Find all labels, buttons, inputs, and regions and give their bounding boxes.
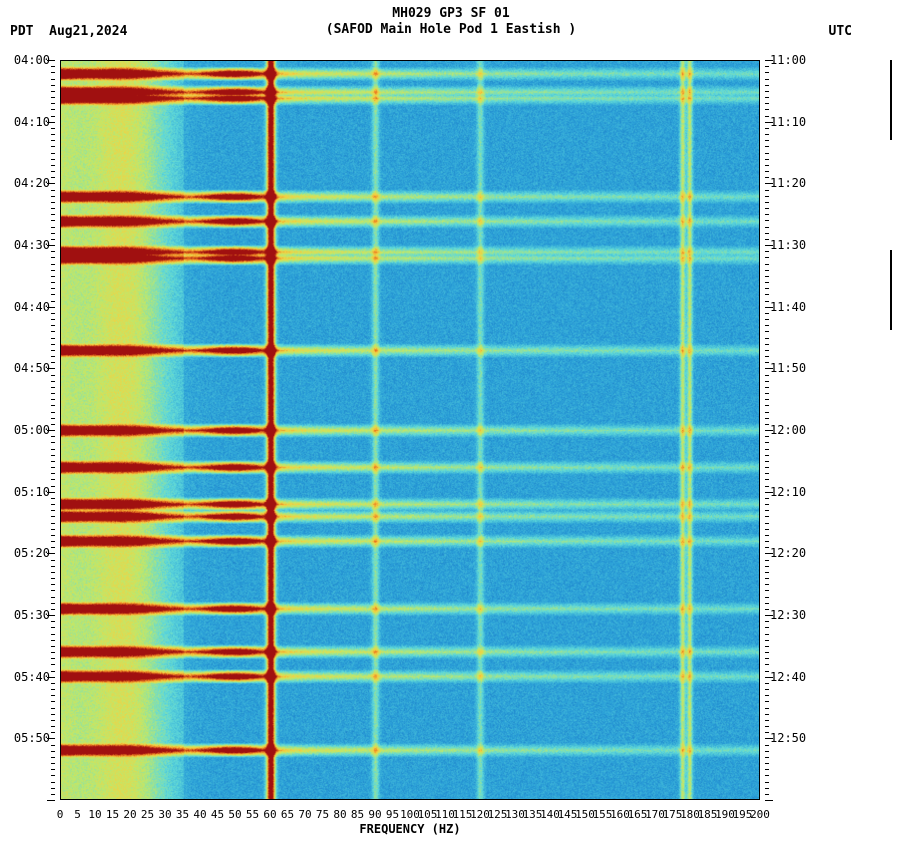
xtick: 85 xyxy=(351,808,364,821)
xtick: 25 xyxy=(141,808,154,821)
ytick-right: 12:00 xyxy=(770,423,806,437)
ytick-left: 05:30 xyxy=(14,608,50,622)
xtick: 55 xyxy=(246,808,259,821)
ytick-left: 04:50 xyxy=(14,361,50,375)
spectrogram-plot xyxy=(60,60,760,800)
ytick-right: 11:40 xyxy=(770,300,806,314)
ytick-right: 11:50 xyxy=(770,361,806,375)
ytick-right: 12:10 xyxy=(770,485,806,499)
side-mark xyxy=(890,60,892,140)
subtitle: (SAFOD Main Hole Pod 1 Eastish ) xyxy=(0,22,902,37)
ytick-left: 04:40 xyxy=(14,300,50,314)
xtick: 80 xyxy=(333,808,346,821)
xtick: 50 xyxy=(228,808,241,821)
xtick: 45 xyxy=(211,808,224,821)
ytick-left: 04:00 xyxy=(14,53,50,67)
xtick: 35 xyxy=(176,808,189,821)
xaxis: FREQUENCY (HZ) 05 10 15 20 25 30 35 40 45 50 55 60 6… xyxy=(60,800,760,840)
ytick-right: 12:50 xyxy=(770,731,806,745)
xtick: 95 xyxy=(386,808,399,821)
xtick: 75 xyxy=(316,808,329,821)
xtick: 15 xyxy=(106,808,119,821)
ytick-left: 04:30 xyxy=(14,238,50,252)
xtick: 20 xyxy=(123,808,136,821)
ytick-left: 05:10 xyxy=(14,485,50,499)
xtick: 0 xyxy=(57,808,64,821)
ytick-right: 11:10 xyxy=(770,115,806,129)
xaxis-title: FREQUENCY (HZ) xyxy=(60,822,760,836)
xtick: 65 xyxy=(281,808,294,821)
side-mark xyxy=(890,250,892,330)
ytick-right: 11:30 xyxy=(770,238,806,252)
title: MH029 GP3 SF 01 xyxy=(0,6,902,21)
ytick-left: 04:10 xyxy=(14,115,50,129)
ytick-left: 05:40 xyxy=(14,670,50,684)
yaxis-right: 11:0011:1011:2011:3011:4011:5012:0012:10… xyxy=(765,60,825,800)
xtick: 30 xyxy=(158,808,171,821)
ytick-left: 05:20 xyxy=(14,546,50,560)
tz-right: UTC xyxy=(829,24,852,39)
yaxis-left: 04:0004:1004:2004:3004:4004:5005:0005:10… xyxy=(0,60,55,800)
xtick: 200 xyxy=(750,808,770,821)
xtick: 10 xyxy=(88,808,101,821)
ytick-right: 12:40 xyxy=(770,670,806,684)
ytick-left: 04:20 xyxy=(14,176,50,190)
xtick: 40 xyxy=(193,808,206,821)
xtick: 90 xyxy=(368,808,381,821)
ytick-left: 05:00 xyxy=(14,423,50,437)
ytick-right: 11:20 xyxy=(770,176,806,190)
ytick-right: 11:00 xyxy=(770,53,806,67)
xtick: 60 xyxy=(263,808,276,821)
ytick-left: 05:50 xyxy=(14,731,50,745)
xtick: 70 xyxy=(298,808,311,821)
spectrogram-canvas xyxy=(61,61,759,799)
ytick-right: 12:30 xyxy=(770,608,806,622)
xtick: 5 xyxy=(74,808,81,821)
ytick-right: 12:20 xyxy=(770,546,806,560)
